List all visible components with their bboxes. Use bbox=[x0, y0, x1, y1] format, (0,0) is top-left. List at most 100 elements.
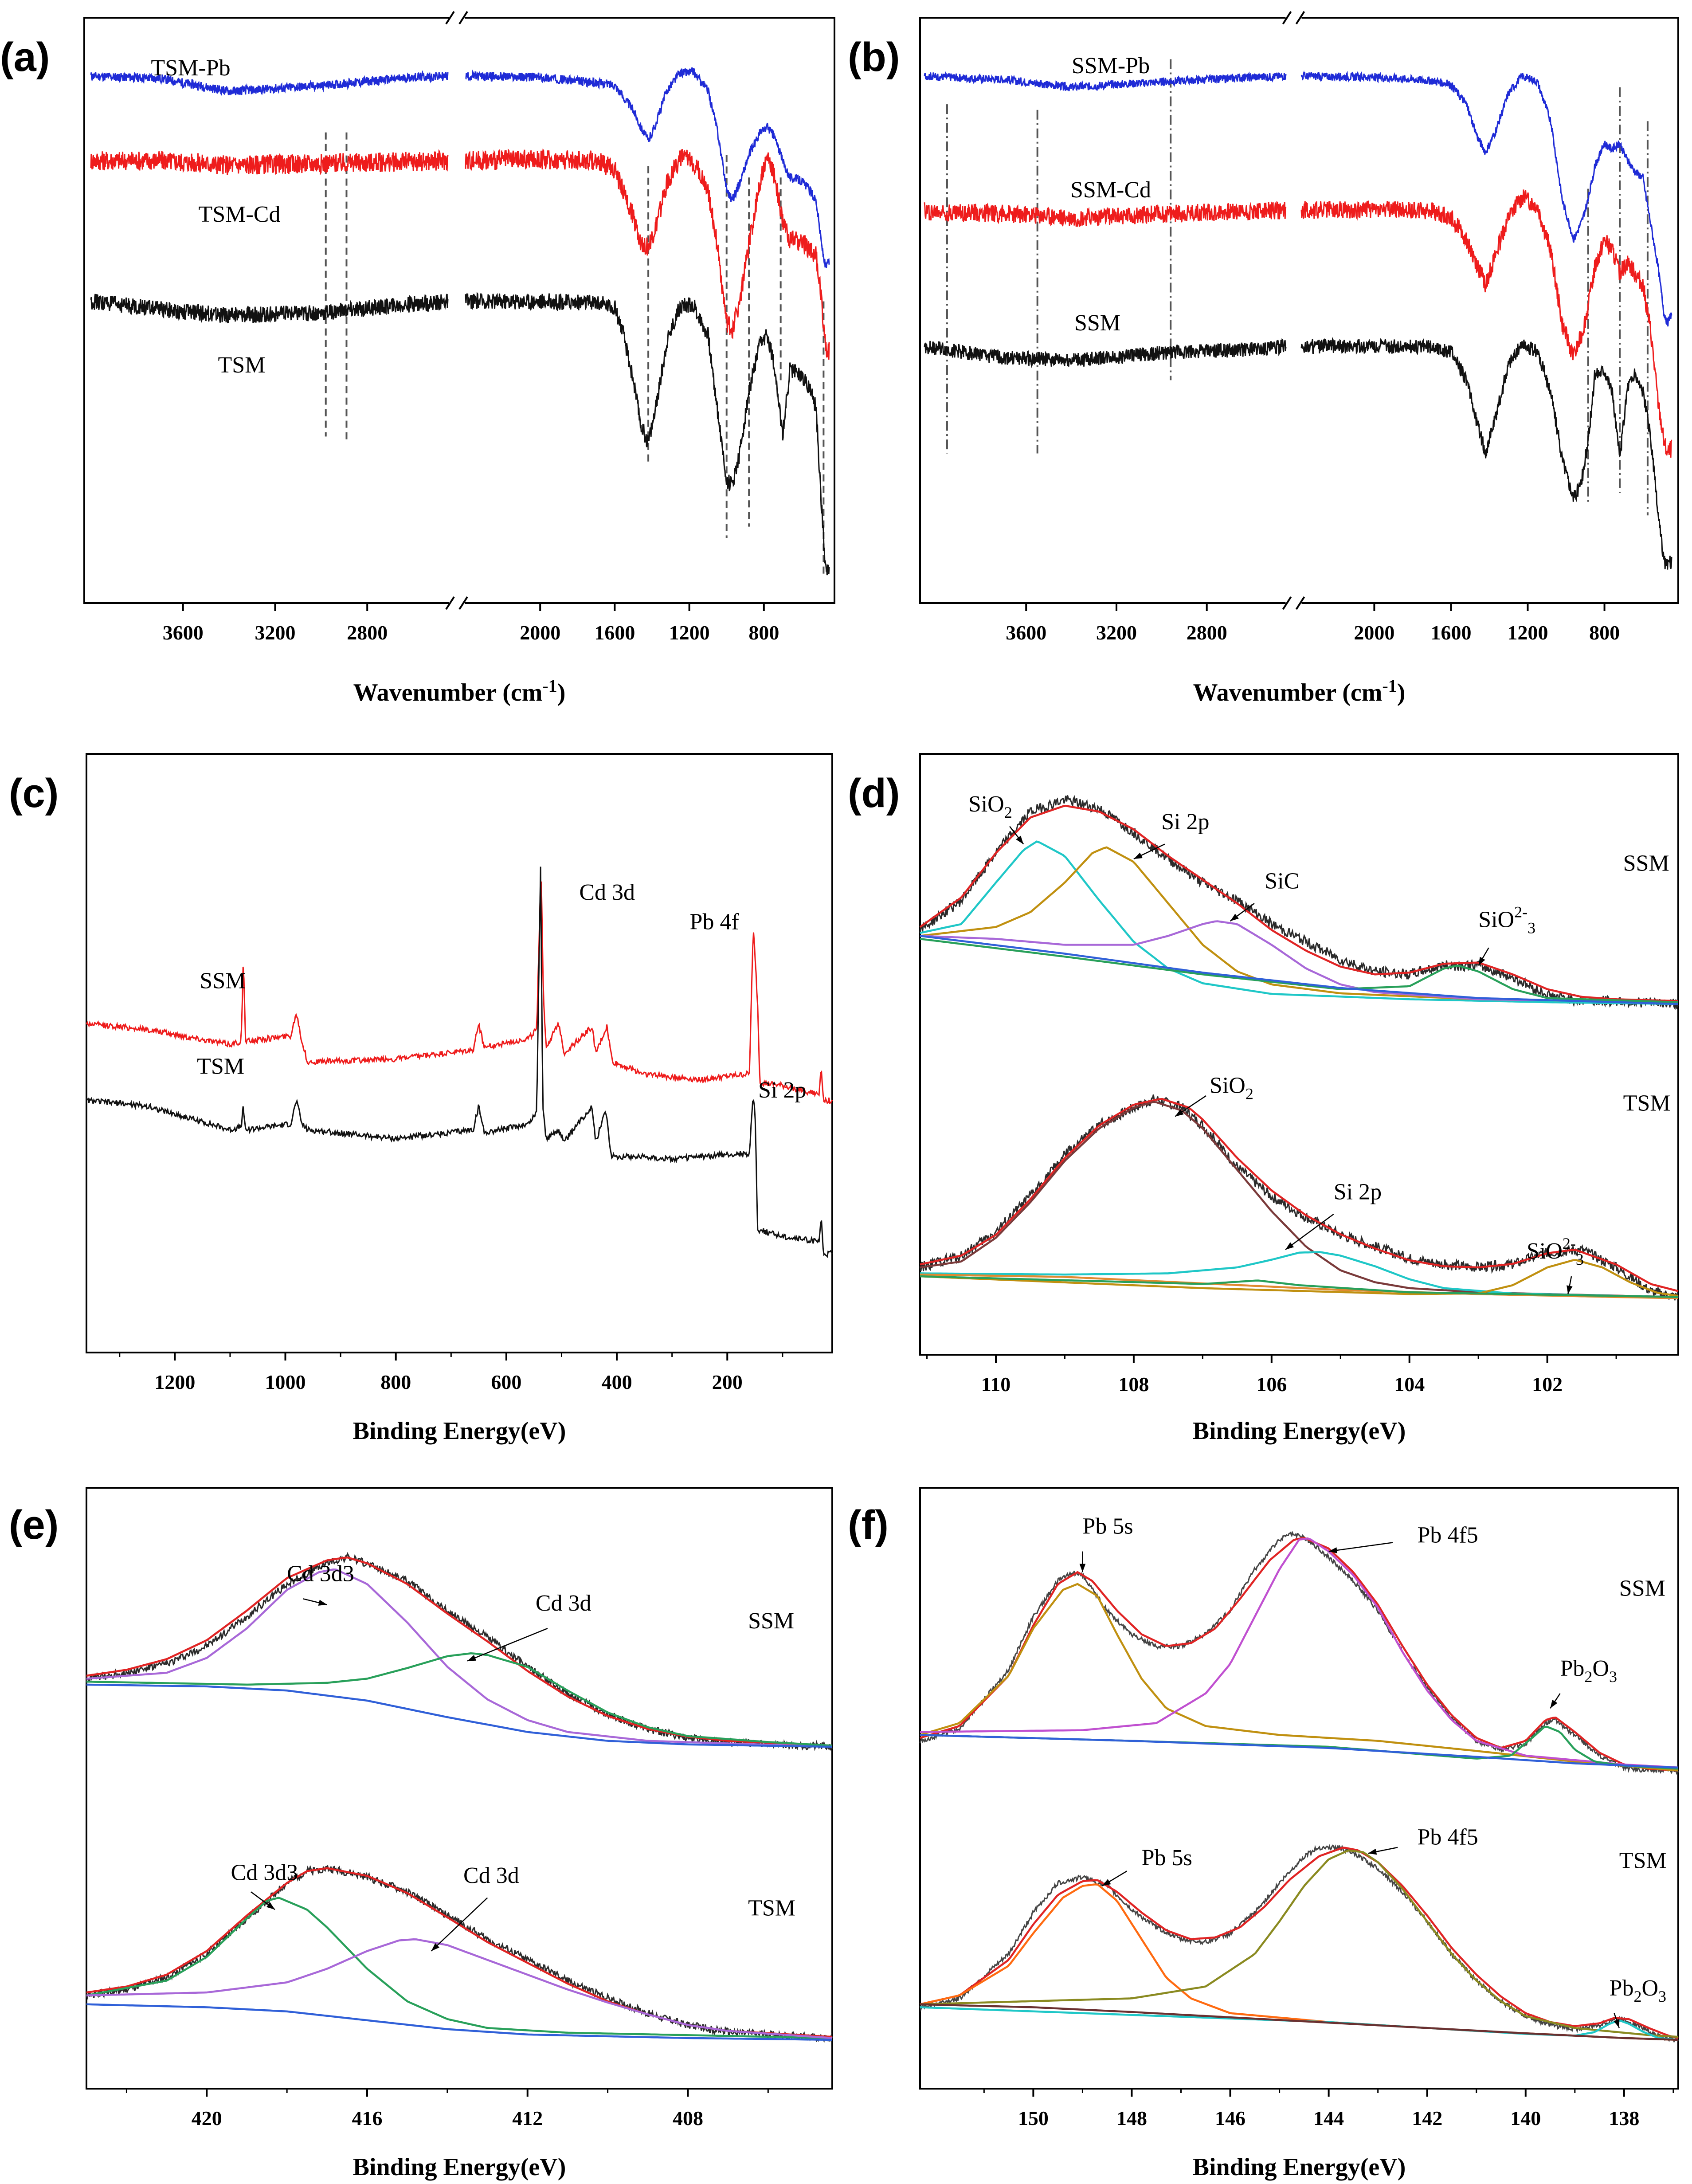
series-layer bbox=[86, 1552, 833, 2043]
annotation: SSM bbox=[1623, 851, 1669, 876]
series-label-ssm-cd: SSM-Cd bbox=[1070, 177, 1151, 203]
series-line-tsm-pb-5s bbox=[920, 1883, 1679, 2041]
axis-break-mark bbox=[1282, 11, 1292, 25]
series-line-tsm-envelope bbox=[920, 1098, 1679, 1292]
plot-frame bbox=[86, 1487, 833, 2090]
series-label-ssm: SSM bbox=[200, 968, 246, 994]
annotation-arrowhead bbox=[1614, 2019, 1620, 2028]
panel-f-xps-pb4f: (f) Pb 5s Pb 4f5 SSM Pb2O3 Pb 5s Pb 4f5 TSM Pb2… bbox=[848, 1487, 1679, 2181]
panel-label: (f) bbox=[848, 1502, 889, 1548]
x-tick-label: 138 bbox=[1609, 2107, 1639, 2129]
x-tick-label: 3600 bbox=[163, 621, 204, 644]
axis-break-mark bbox=[458, 11, 468, 25]
series-line-tsm-sio2 bbox=[920, 1101, 1679, 1298]
series-labels: SSM-Pb SSM-Cd SSM bbox=[1070, 53, 1151, 336]
x-axis-title: Binding Energy(eV) bbox=[353, 1417, 566, 1445]
x-tick-label: 800 bbox=[748, 621, 779, 644]
series-line-tsm-pb bbox=[90, 70, 449, 96]
x-axis: 1200 1000 800 600 400 200 bbox=[119, 1353, 783, 1393]
annotation-arrowhead bbox=[431, 1943, 440, 1951]
series-line-ssm-sio2 bbox=[920, 840, 1679, 1005]
series-line-ssm bbox=[1300, 337, 1672, 570]
annotation: SiO2-3 bbox=[1527, 1235, 1584, 1268]
annotation-arrowhead bbox=[1079, 1564, 1086, 1572]
annotation: SiO2-3 bbox=[1478, 903, 1535, 937]
series-label-ssm: SSM bbox=[1074, 310, 1120, 336]
annotation-arrowhead bbox=[1550, 1699, 1558, 1709]
series-layer bbox=[919, 1530, 1679, 2043]
annotation: Pb2O3 bbox=[1610, 1976, 1666, 2005]
x-axis: 150 148 146 144 142 140 138 bbox=[983, 2089, 1674, 2129]
series-line-ssm-pb-5s bbox=[920, 1583, 1679, 1772]
reference-lines bbox=[946, 59, 1649, 516]
annotation: Si 2p bbox=[758, 1078, 806, 1103]
annotation: SiC bbox=[1265, 869, 1299, 894]
annotation: Cd 3d bbox=[579, 880, 635, 905]
annotations: Pb 5s Pb 4f5 SSM Pb2O3 Pb 5s Pb 4f5 TSM Pb2O3 bbox=[1079, 1514, 1667, 2028]
x-tick-label: 408 bbox=[673, 2107, 703, 2129]
series-line-tsm-envelope bbox=[920, 1847, 1679, 2039]
annotation: Si 2p bbox=[1334, 1180, 1382, 1205]
series-label-tsm-cd: TSM-Cd bbox=[199, 202, 281, 227]
annotation-arrowhead bbox=[1285, 1242, 1294, 1250]
series-layer bbox=[90, 67, 830, 576]
panel-label: (a) bbox=[0, 35, 50, 80]
annotation: Pb 4f bbox=[690, 910, 740, 935]
annotations: SiO2 Si 2p SiC SiO2-3 SiO2 Si 2p SiO2-3 SSM TSM bbox=[968, 792, 1671, 1294]
annotation: SSM bbox=[748, 1608, 794, 1634]
annotation: Pb 4f5 bbox=[1417, 1522, 1478, 1548]
axis-break-mark bbox=[1295, 11, 1305, 25]
axis-break-mark bbox=[445, 11, 455, 25]
series-line-tsm-envelope bbox=[86, 1867, 833, 2038]
series-label-tsm-pb: TSM-Pb bbox=[151, 55, 230, 81]
axis-break-gap bbox=[1285, 12, 1302, 23]
x-tick-label: 2000 bbox=[1354, 621, 1394, 644]
plot-frame bbox=[919, 17, 1679, 604]
x-tick-label: 110 bbox=[981, 1373, 1010, 1396]
x-tick-label: 1200 bbox=[154, 1371, 195, 1393]
axis-break-gap bbox=[449, 598, 465, 608]
plot-frame bbox=[919, 753, 1679, 1356]
x-tick-label: 142 bbox=[1412, 2107, 1442, 2129]
annotation: Pb 5s bbox=[1142, 1845, 1192, 1870]
annotation: TSM bbox=[1623, 1090, 1671, 1116]
annotation: Cd 3d bbox=[536, 1591, 591, 1616]
x-tick-label: 2000 bbox=[520, 621, 560, 644]
series-labels: SSM TSM bbox=[197, 968, 246, 1079]
annotation-arrow bbox=[467, 1627, 548, 1662]
series-label-tsm: TSM bbox=[197, 1054, 244, 1079]
x-tick-label: 400 bbox=[602, 1371, 632, 1393]
x-tick-label: 3600 bbox=[1006, 621, 1046, 644]
series-line-ssm-envelope bbox=[919, 804, 1679, 1002]
axis-break-gap bbox=[1285, 598, 1302, 608]
series-line-ssm-baseline bbox=[920, 935, 1679, 1005]
series-line-ssm-raw bbox=[86, 1552, 833, 1752]
series-line-ssm-pb bbox=[1300, 70, 1672, 327]
x-axis-title: Wavenumber (cm-1) bbox=[1193, 676, 1406, 706]
x-axis-title: Binding Energy(eV) bbox=[353, 2153, 566, 2181]
annotation: SSM bbox=[1619, 1576, 1665, 1601]
x-tick-label: 200 bbox=[712, 1371, 743, 1393]
x-axis: 3600 3200 2800 2000 1600 1200 800 bbox=[163, 11, 779, 644]
axis-break-gap bbox=[449, 12, 465, 23]
x-tick-label: 108 bbox=[1118, 1373, 1149, 1396]
x-tick-label: 3200 bbox=[255, 621, 295, 644]
series-line-ssm-cd-3d bbox=[86, 1652, 833, 1747]
series-line-ssm-envelope bbox=[86, 1556, 833, 1747]
axis-break-mark bbox=[458, 596, 468, 610]
series-line-tsm-baseline bbox=[86, 2003, 833, 2041]
annotation-arrowhead bbox=[318, 1600, 327, 1606]
annotation: Cd 3d3 bbox=[287, 1561, 354, 1586]
annotation: Cd 3d3 bbox=[231, 1860, 298, 1885]
x-tick-label: 146 bbox=[1215, 2107, 1246, 2129]
x-tick-label: 1600 bbox=[594, 621, 635, 644]
x-tick-label: 104 bbox=[1394, 1373, 1425, 1396]
x-tick-label: 1200 bbox=[1508, 621, 1548, 644]
series-line-tsm-sio3 bbox=[920, 1259, 1679, 1297]
annotation-arrowhead bbox=[1133, 852, 1143, 859]
x-tick-label: 416 bbox=[352, 2107, 383, 2129]
series-line-ssm-raw bbox=[919, 795, 1679, 1010]
annotation: SiO2 bbox=[968, 792, 1012, 821]
annotation-arrowhead bbox=[1328, 1547, 1338, 1553]
series-line-tsm-raw bbox=[86, 1865, 833, 2043]
